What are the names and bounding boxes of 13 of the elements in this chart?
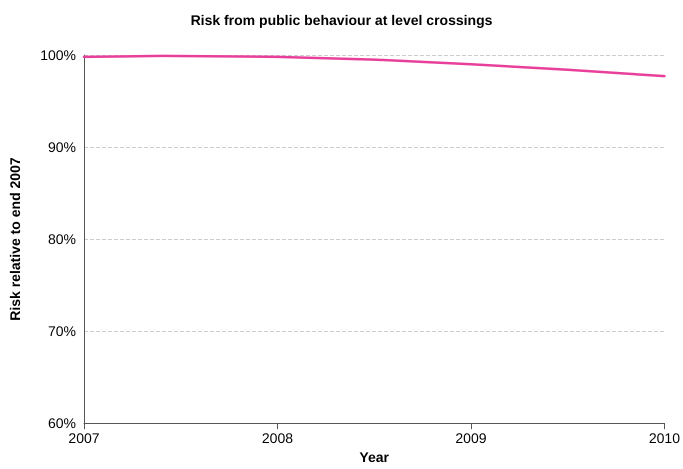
y-tick-label: 90% — [48, 139, 76, 156]
x-tick-label: 2007 — [68, 430, 100, 446]
y-tick-label: 60% — [48, 415, 76, 432]
x-tick-label: 2008 — [262, 430, 294, 446]
x-tick-label: 2010 — [648, 430, 680, 446]
y-tick-label: 80% — [48, 231, 76, 248]
y-axis-title: Risk relative to end 2007 — [7, 157, 23, 321]
line-series — [82, 54, 666, 78]
x-axis-title: Year — [359, 449, 390, 465]
y-tick-label: 70% — [48, 323, 76, 340]
x-tick-label: 2009 — [455, 430, 487, 446]
chart-title: Risk from public behaviour at level crossings — [190, 12, 493, 28]
y-tick-label: 100% — [40, 47, 76, 63]
